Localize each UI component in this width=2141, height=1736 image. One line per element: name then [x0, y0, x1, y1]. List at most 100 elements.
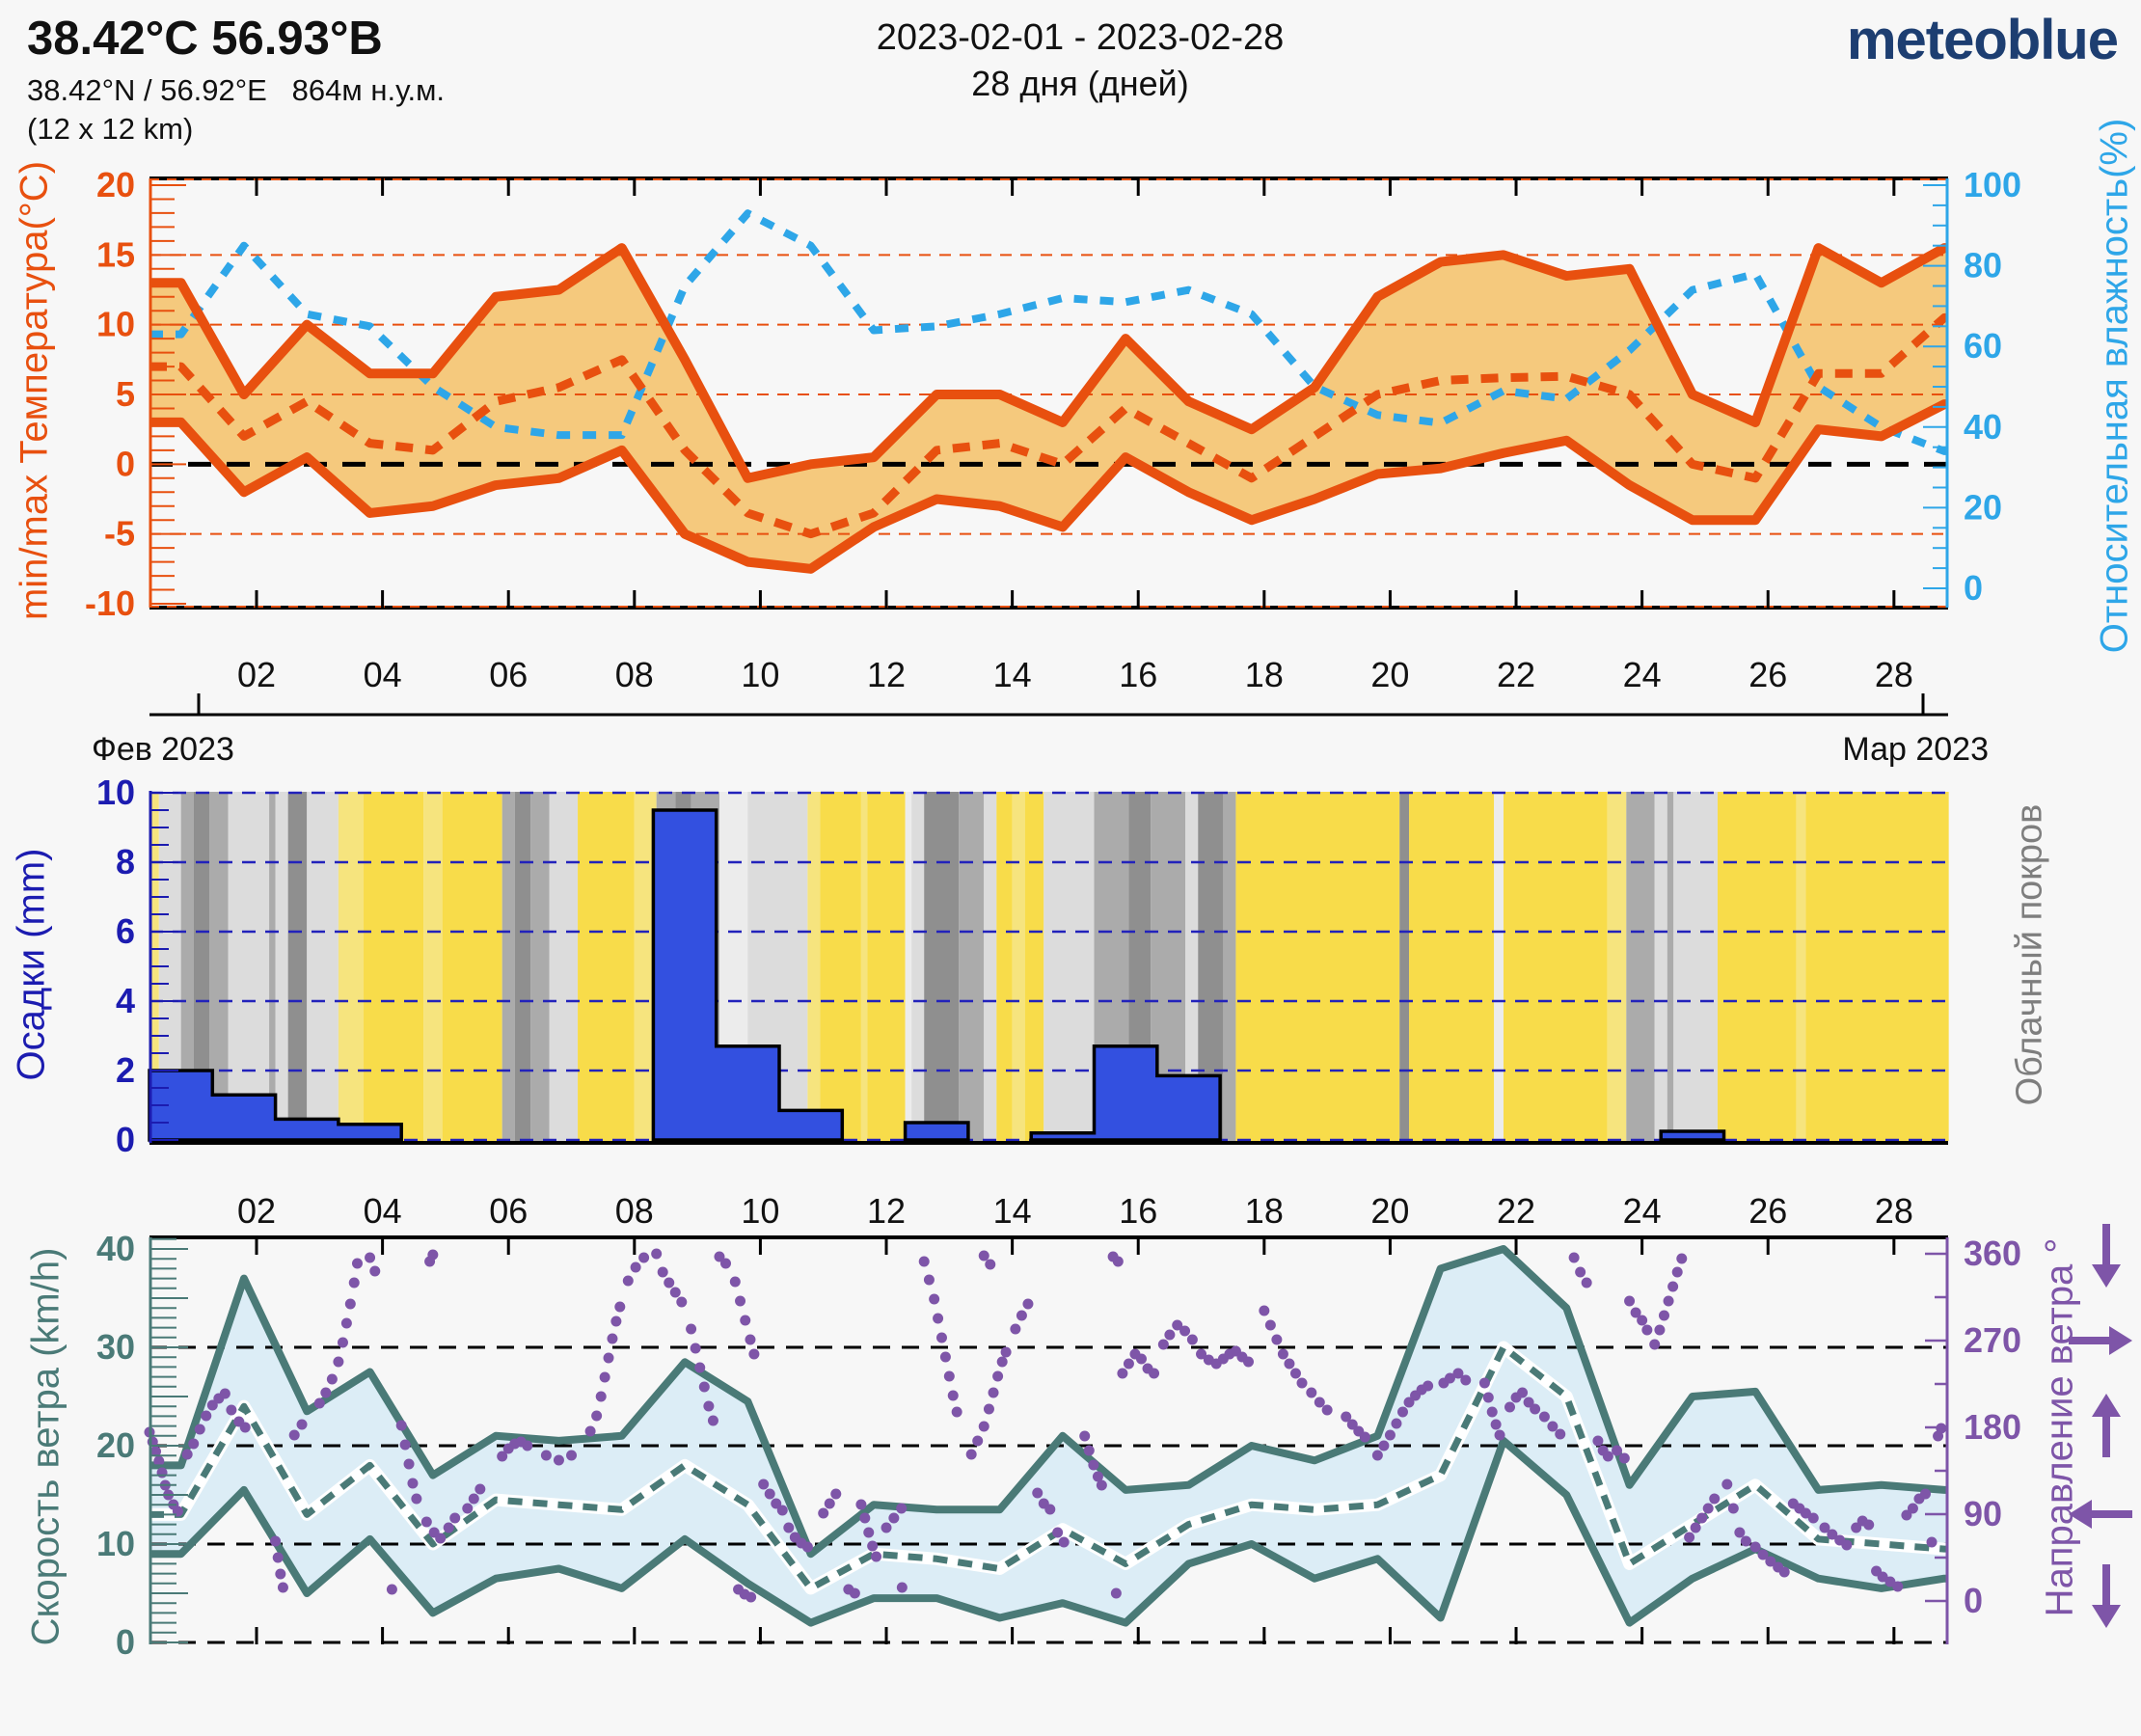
wind-direction-dot: [610, 1316, 622, 1327]
wind-direction-dot: [474, 1483, 486, 1495]
wind-direction-dot: [1490, 1419, 1502, 1430]
svg-text:12: 12: [867, 1191, 906, 1231]
wind-direction-dot: [972, 1435, 984, 1447]
wind-direction-dot: [1749, 1541, 1761, 1553]
svg-text:18: 18: [1245, 1191, 1284, 1231]
wind-direction-dot: [369, 1265, 381, 1277]
cloud-segment: [1717, 792, 1797, 1141]
svg-text:30: 30: [96, 1327, 135, 1367]
wind-direction-dot: [607, 1333, 618, 1344]
wind-direction-dot: [933, 1313, 944, 1324]
page-title: 38.42°С 56.93°В: [27, 13, 383, 65]
wind-direction-dot: [935, 1332, 947, 1343]
wind-direction-dot: [1117, 1368, 1128, 1379]
wind-direction-dot: [181, 1449, 193, 1460]
wind-direction-dot: [918, 1256, 930, 1267]
day-label: 18: [1245, 655, 1284, 694]
wind-direction-dot: [1919, 1488, 1931, 1500]
wind-direction-dot: [403, 1458, 415, 1470]
wind-direction-dot: [1765, 1556, 1776, 1567]
wind-direction-dot: [1581, 1277, 1592, 1288]
wind-direction-dot: [1289, 1368, 1301, 1379]
svg-text:5: 5: [116, 374, 135, 414]
wind-direction-dot: [703, 1400, 715, 1412]
cloud-segment: [820, 792, 861, 1141]
svg-text:22: 22: [1497, 1191, 1535, 1231]
wind-direction-dot: [320, 1387, 332, 1398]
wind-direction-dot: [801, 1541, 813, 1553]
wind-direction-dot: [740, 1315, 751, 1326]
wind-direction-dot: [468, 1493, 479, 1505]
svg-text:40: 40: [96, 1229, 135, 1268]
wind-direction-dot: [411, 1493, 422, 1505]
humidity-line: [149, 209, 1949, 455]
cloud-segment: [1409, 792, 1495, 1141]
wind-direction-dot: [395, 1420, 407, 1431]
wind-direction-dot: [333, 1356, 344, 1368]
wind-direction-dot: [1663, 1295, 1674, 1307]
wind-direction-dot: [1734, 1527, 1746, 1538]
cloud-segment: [423, 792, 443, 1141]
wind-direction-dot: [150, 1446, 162, 1457]
cloud-segment: [1667, 792, 1674, 1141]
wind-direction-dot: [896, 1582, 908, 1593]
wind-direction-dot: [219, 1388, 230, 1399]
wind-direction-dot: [951, 1406, 962, 1418]
wind-direction-dot: [1800, 1507, 1811, 1519]
wind-direction-dot: [996, 1356, 1008, 1368]
wind-direction-dot: [1478, 1377, 1490, 1389]
wind-direction-dot: [855, 1499, 867, 1510]
svg-text:28: 28: [1875, 1191, 1913, 1231]
wind-direction-dot: [1157, 1339, 1169, 1350]
wind-direction-dot: [344, 1298, 356, 1310]
wind-direction-dot: [1494, 1429, 1505, 1441]
wind-direction-dot: [1296, 1377, 1308, 1389]
wind-direction-arrow-left: [2069, 1500, 2132, 1529]
svg-text:10: 10: [96, 773, 135, 812]
wind-direction-dot: [1271, 1334, 1283, 1345]
wind-direction-dot: [1649, 1339, 1661, 1350]
wind-direction-dot: [1179, 1325, 1191, 1337]
wind-direction-dot: [1630, 1307, 1641, 1318]
cloud-segment: [1654, 792, 1667, 1141]
wind-direction-dot: [188, 1438, 200, 1450]
wind-direction-dot: [1359, 1431, 1370, 1443]
wind-direction-dot: [277, 1582, 288, 1593]
day-label: 24: [1623, 655, 1662, 694]
svg-text:6: 6: [116, 911, 135, 951]
svg-text:0: 0: [116, 1622, 135, 1662]
wind-direction-dot: [978, 1421, 989, 1432]
wind-direction-arrow-right: [2069, 1326, 2132, 1355]
wind-direction-dot: [1676, 1253, 1688, 1264]
wind-direction-dot: [201, 1410, 212, 1422]
wind-direction-dot: [758, 1478, 770, 1490]
wind-direction-dot: [1000, 1346, 1012, 1358]
wind-direction-dot: [1112, 1256, 1124, 1267]
wind-direction-dot: [630, 1261, 641, 1273]
wind-direction-dot: [1618, 1452, 1630, 1464]
wind-direction-dot: [1504, 1401, 1516, 1413]
wind-direction-dot: [622, 1275, 634, 1287]
wind-direction-dot: [1907, 1503, 1918, 1514]
wind-direction-dot: [1807, 1512, 1819, 1524]
cloud-segment: [338, 792, 365, 1141]
wind-direction-dot: [226, 1404, 237, 1416]
wind-direction-dot: [156, 1467, 168, 1478]
wind-direction-dot: [1460, 1374, 1472, 1386]
wind-direction-dot: [1684, 1532, 1695, 1543]
wind-direction-dot: [1530, 1403, 1541, 1415]
wind-direction-dot: [270, 1535, 282, 1547]
cloud-segment: [307, 792, 339, 1141]
wind-direction-dot: [1538, 1411, 1550, 1423]
wind-direction-dot: [591, 1410, 603, 1422]
wind-direction-dot: [351, 1258, 363, 1269]
cloud-segment: [549, 792, 579, 1141]
wind-direction-dot: [1010, 1323, 1021, 1335]
wind-direction-dot: [1654, 1324, 1666, 1336]
cloud-segment: [442, 792, 502, 1141]
date-range-label: 2023-02-01 - 2023-02-28: [876, 17, 1285, 58]
wind-direction-dot: [1110, 1587, 1122, 1599]
wind-direction-dot: [1517, 1387, 1529, 1398]
wind-direction-dot: [553, 1454, 564, 1466]
cloud-segment: [578, 792, 635, 1141]
